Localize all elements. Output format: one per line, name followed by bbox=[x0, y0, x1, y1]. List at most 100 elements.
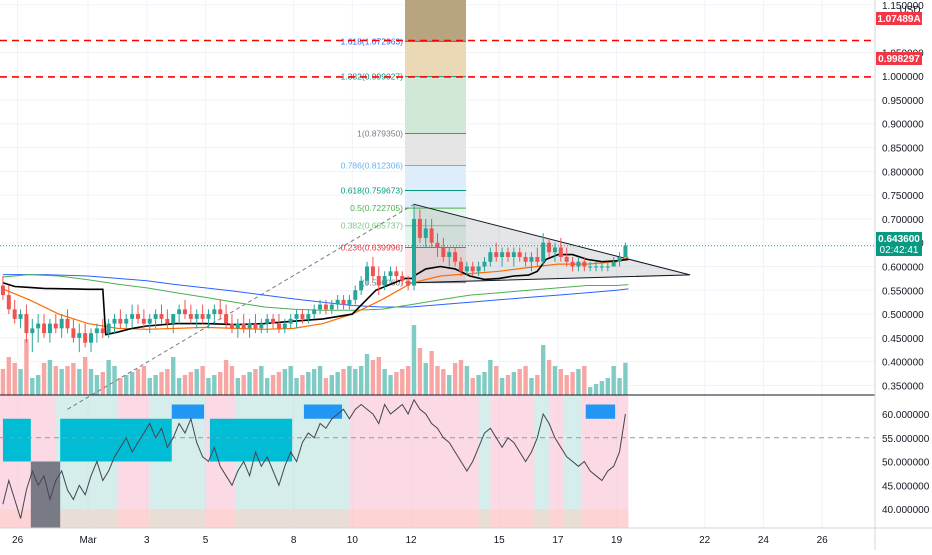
candle[interactable] bbox=[300, 309, 305, 324]
candle[interactable] bbox=[347, 295, 352, 310]
candle[interactable] bbox=[599, 261, 604, 272]
candle[interactable] bbox=[400, 271, 405, 286]
candle[interactable] bbox=[147, 314, 152, 334]
candle[interactable] bbox=[423, 218, 428, 248]
candle[interactable] bbox=[94, 323, 99, 343]
candle[interactable] bbox=[453, 247, 458, 267]
candle[interactable] bbox=[570, 256, 575, 272]
candle[interactable] bbox=[588, 261, 593, 272]
candle[interactable] bbox=[12, 299, 17, 324]
candle[interactable] bbox=[335, 295, 340, 310]
candle[interactable] bbox=[582, 256, 587, 272]
candle[interactable] bbox=[159, 304, 164, 324]
candle[interactable] bbox=[36, 314, 41, 343]
candle[interactable] bbox=[323, 299, 328, 315]
candle[interactable] bbox=[30, 318, 35, 353]
candle[interactable] bbox=[464, 261, 469, 277]
candle[interactable] bbox=[505, 247, 510, 262]
candle[interactable] bbox=[241, 314, 246, 334]
candle[interactable] bbox=[376, 266, 381, 296]
candle[interactable] bbox=[370, 256, 375, 281]
candle[interactable] bbox=[112, 314, 117, 334]
candle[interactable] bbox=[218, 299, 223, 319]
candle[interactable] bbox=[488, 247, 493, 267]
candle[interactable] bbox=[118, 309, 123, 329]
candle[interactable] bbox=[288, 314, 293, 329]
candle[interactable] bbox=[53, 314, 58, 334]
resistance-badge-2[interactable]: 0.998297 bbox=[876, 52, 922, 65]
fibonacci-extension[interactable]: 1.618(1.072963) 1.382(0.999027) 1(0.879350… bbox=[341, 0, 466, 288]
candle[interactable] bbox=[406, 276, 411, 291]
candle[interactable] bbox=[212, 304, 217, 324]
candle[interactable] bbox=[482, 256, 487, 272]
candle[interactable] bbox=[547, 237, 552, 257]
candle[interactable] bbox=[529, 252, 534, 272]
candle[interactable] bbox=[106, 318, 111, 338]
candle[interactable] bbox=[71, 318, 76, 343]
candle[interactable] bbox=[224, 304, 229, 329]
candle[interactable] bbox=[617, 252, 622, 267]
candle[interactable] bbox=[365, 261, 370, 286]
candle[interactable] bbox=[276, 314, 281, 334]
candle[interactable] bbox=[282, 318, 287, 334]
candle[interactable] bbox=[447, 247, 452, 267]
candle[interactable] bbox=[100, 318, 105, 338]
last-price-badge[interactable]: 0.643600 02:42:41 bbox=[876, 232, 922, 256]
candle[interactable] bbox=[564, 247, 569, 267]
candle[interactable] bbox=[535, 247, 540, 267]
candle[interactable] bbox=[476, 261, 481, 277]
candle[interactable] bbox=[541, 233, 546, 267]
candle[interactable] bbox=[359, 276, 364, 296]
candle[interactable] bbox=[441, 237, 446, 262]
candle[interactable] bbox=[470, 261, 475, 277]
candle[interactable] bbox=[141, 309, 146, 329]
candle[interactable] bbox=[394, 266, 399, 281]
candle[interactable] bbox=[611, 256, 616, 267]
candle[interactable] bbox=[42, 314, 47, 338]
candle[interactable] bbox=[200, 304, 205, 324]
candle[interactable] bbox=[247, 318, 252, 338]
candle[interactable] bbox=[65, 309, 70, 334]
candle[interactable] bbox=[388, 266, 393, 281]
candle[interactable] bbox=[312, 304, 317, 319]
oscillator-axis[interactable]: 60.000000 55.000000 50.000000 45.000000 40.0… bbox=[882, 410, 930, 516]
candle[interactable] bbox=[294, 309, 299, 329]
candle[interactable] bbox=[24, 304, 29, 343]
candle[interactable] bbox=[194, 309, 199, 329]
candle[interactable] bbox=[558, 237, 563, 262]
candle[interactable] bbox=[412, 204, 417, 291]
candle[interactable] bbox=[259, 318, 264, 334]
candle[interactable] bbox=[83, 323, 88, 348]
candle[interactable] bbox=[265, 314, 270, 334]
candle[interactable] bbox=[623, 242, 628, 257]
candle[interactable] bbox=[382, 271, 387, 291]
candle[interactable] bbox=[494, 242, 499, 262]
candle[interactable] bbox=[47, 318, 52, 343]
candle[interactable] bbox=[605, 261, 610, 272]
candle[interactable] bbox=[235, 318, 240, 338]
candle[interactable] bbox=[206, 309, 211, 329]
candle[interactable] bbox=[153, 309, 158, 329]
candle[interactable] bbox=[77, 323, 82, 353]
candle[interactable] bbox=[188, 304, 193, 324]
candle[interactable] bbox=[435, 233, 440, 257]
candle[interactable] bbox=[429, 218, 434, 248]
candle[interactable] bbox=[329, 299, 334, 315]
candle[interactable] bbox=[458, 256, 463, 277]
time-axis[interactable]: 26 Mar 3 5 8 10 12 15 17 19 22 24 26 bbox=[12, 535, 828, 546]
candle[interactable] bbox=[552, 242, 557, 262]
candle[interactable] bbox=[59, 314, 64, 338]
candle[interactable] bbox=[341, 295, 346, 310]
candle[interactable] bbox=[318, 299, 323, 315]
resistance-badge-1[interactable]: 1.07489A bbox=[876, 12, 922, 25]
candle[interactable] bbox=[229, 314, 234, 334]
candle[interactable] bbox=[500, 247, 505, 267]
candle[interactable] bbox=[517, 247, 522, 262]
candle[interactable] bbox=[89, 328, 94, 353]
resistance-lines[interactable] bbox=[0, 39, 875, 247]
candle[interactable] bbox=[182, 299, 187, 319]
candle[interactable] bbox=[523, 252, 528, 267]
candle[interactable] bbox=[0, 276, 5, 300]
